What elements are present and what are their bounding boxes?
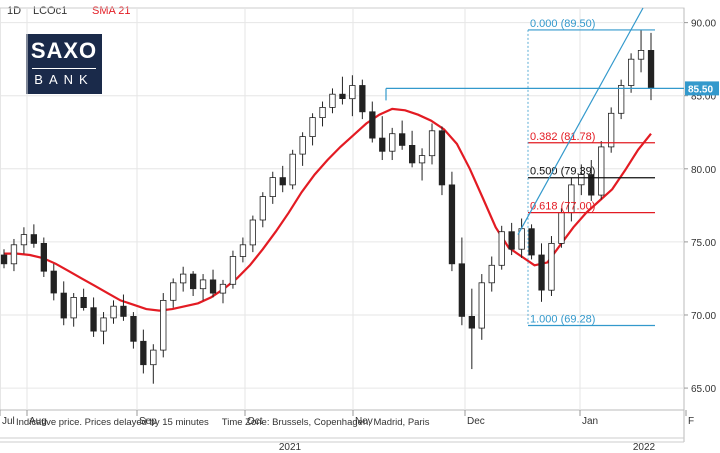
candle-body [309, 117, 316, 137]
y-tick-label: 90.00 [691, 19, 716, 30]
candle-body [70, 296, 77, 319]
candle-body [50, 270, 57, 294]
candle-body [618, 85, 625, 114]
candle-body [219, 283, 227, 294]
candle-body [259, 196, 267, 221]
candle-body [289, 153, 296, 186]
candle-body [339, 93, 346, 99]
candle-body [428, 130, 436, 157]
x-tick-label: Dec [467, 416, 485, 427]
candle-body [628, 58, 635, 86]
candle-body [209, 279, 217, 294]
candle-body [438, 130, 446, 186]
candle-body [140, 340, 147, 366]
candle-body [110, 305, 117, 319]
candle-body [418, 155, 426, 164]
candle-body [647, 50, 655, 89]
x-tick-label: Jul [2, 416, 15, 427]
year-label: 2022 [633, 442, 656, 453]
candle-body [150, 349, 157, 366]
candle-body [80, 296, 87, 308]
candle-body [408, 144, 416, 164]
candle-body [90, 307, 97, 332]
fib-level-label: 0.382 (81.78) [530, 131, 595, 143]
logo-line2: BANK [34, 72, 94, 87]
candle-body [359, 85, 366, 113]
candle-body [269, 177, 276, 198]
x-tick-label: Oct [247, 416, 263, 427]
candle-body [548, 242, 555, 291]
trend-line [517, 7, 644, 235]
y-tick-label: 80.00 [691, 165, 716, 176]
candle-body [10, 244, 18, 265]
y-tick-label: 65.00 [691, 384, 716, 395]
candle-body [130, 315, 137, 342]
candle-body [488, 264, 495, 284]
fib-level-label: 1.000 (69.28) [530, 314, 595, 326]
candle-body [199, 279, 207, 290]
logo-line1: SAXO [30, 38, 98, 63]
candle-body [558, 212, 565, 244]
x-tick-label: Jan [582, 416, 598, 427]
candle-body [468, 315, 476, 329]
candle-body [0, 254, 8, 265]
fib-level-label: 0.500 (79.39) [530, 166, 595, 178]
candle-body [60, 292, 67, 319]
candle-body [588, 174, 595, 196]
candle-body [239, 244, 247, 257]
candle-body [189, 273, 197, 290]
candle-body [329, 93, 336, 108]
candle-body [160, 299, 167, 351]
fib-level-label: 0.618 (77.00) [530, 201, 595, 213]
timezone-notice: Time Zone: Brussels, Copenhagen, Madrid,… [221, 417, 430, 428]
last-price-tag [685, 81, 719, 96]
candle-body [170, 282, 177, 301]
candle-body [319, 107, 326, 119]
y-tick-label: 70.00 [691, 311, 716, 322]
candle-body [279, 177, 286, 186]
y-tick-label: 75.00 [691, 238, 716, 249]
disclaimer-text: Indicative price. Prices delayed by 15 m… [16, 417, 429, 428]
candle-body [389, 133, 396, 152]
candle-body [30, 234, 38, 244]
candle-body [508, 231, 515, 250]
candle-body [598, 146, 605, 196]
saxo-bank-logo: SAXO BANK [26, 34, 102, 94]
candle-body [478, 282, 485, 329]
x-tick-label: Nov [355, 416, 373, 427]
candle-body [637, 50, 645, 60]
delay-notice: Indicative price. Prices delayed by 15 m… [16, 417, 209, 428]
candle-body [458, 263, 466, 317]
year-label: 2021 [279, 442, 302, 453]
x-tick-label: Sep [139, 416, 157, 427]
x-tick-label: Aug [29, 416, 47, 427]
last-price-label: 85.50 [688, 84, 713, 95]
candle-body [398, 133, 406, 146]
candle-body [608, 112, 615, 148]
y-tick-label: 85.00 [691, 92, 716, 103]
candle-body [578, 174, 585, 186]
candle-body [20, 234, 28, 246]
candle-body [369, 111, 376, 139]
candle-body [528, 228, 535, 256]
candle-body [498, 231, 505, 266]
candle-body [40, 242, 47, 272]
candle-body [349, 85, 356, 100]
candle-body [379, 137, 386, 152]
candle-body [179, 273, 187, 284]
candle-body [299, 136, 306, 155]
logo-divider [32, 68, 96, 69]
candle-body [100, 317, 107, 332]
candle-body [120, 305, 127, 317]
fib-level-label: 0.000 (89.50) [530, 18, 595, 30]
candle-body [229, 256, 237, 285]
candle-body [249, 219, 257, 246]
candle-body [448, 184, 456, 265]
candle-body [538, 254, 545, 291]
x-tick-label: F [688, 416, 694, 427]
